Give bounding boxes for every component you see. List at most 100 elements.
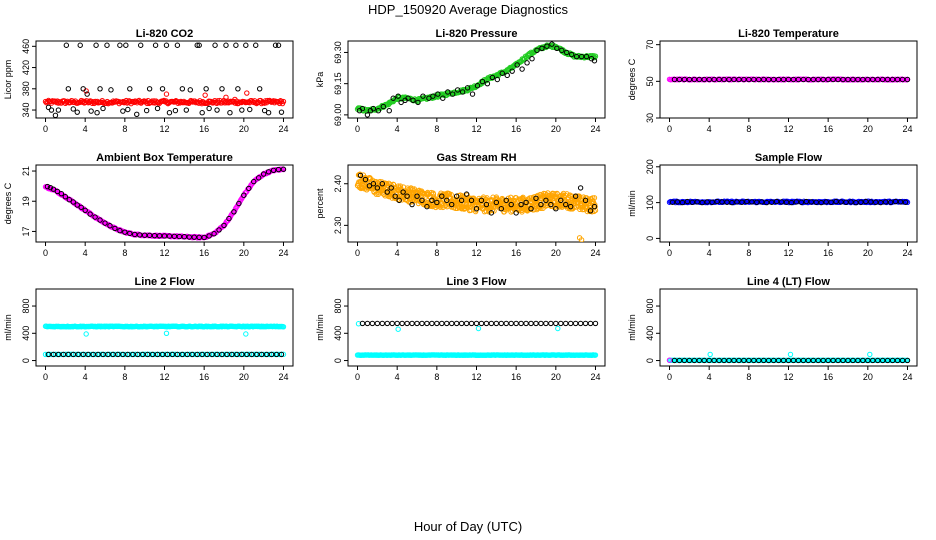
y-tick-label: 800	[333, 299, 343, 314]
data-point	[50, 186, 57, 192]
panel-3: Li-820 Temperature 0 4 8 12 16 20 24 30 50 70 degre…	[627, 28, 918, 134]
data-point	[850, 76, 856, 83]
data-point	[671, 76, 678, 83]
data-point	[366, 183, 373, 189]
data-point	[696, 357, 702, 364]
data-point	[513, 210, 519, 216]
data-point	[100, 351, 106, 358]
data-point	[219, 86, 225, 92]
data-point	[235, 86, 241, 92]
x-tick-label: 20	[551, 124, 561, 134]
data-point	[426, 95, 432, 101]
data-point	[761, 76, 767, 83]
data-point	[94, 109, 100, 116]
y-tick-label: 200	[645, 159, 655, 174]
data-point	[553, 320, 559, 327]
data-point	[280, 324, 287, 330]
data-point	[203, 86, 209, 92]
data-point	[707, 351, 713, 358]
x-tick-label: 12	[471, 124, 481, 134]
data-point	[583, 53, 590, 60]
data-point	[669, 199, 676, 205]
data-point	[808, 199, 815, 205]
data-point	[253, 42, 259, 48]
data-point	[828, 199, 834, 205]
data-point	[468, 320, 475, 327]
data-point	[379, 181, 386, 187]
data-point	[419, 320, 425, 327]
data-point	[559, 47, 565, 54]
data-point	[848, 199, 854, 205]
data-point	[204, 351, 210, 358]
data-point	[840, 357, 846, 364]
x-tick-label: 0	[43, 248, 48, 258]
data-point	[247, 106, 253, 113]
data-point	[395, 326, 401, 332]
data-point	[384, 189, 390, 195]
x-tick-label: 24	[590, 248, 600, 258]
data-point	[892, 198, 899, 205]
data-point	[803, 198, 810, 205]
data-point	[154, 105, 161, 112]
x-tick-label: 12	[471, 248, 481, 258]
data-point	[364, 320, 371, 327]
y-axis-label: percent	[315, 188, 325, 219]
data-point	[256, 86, 263, 92]
panel-title: Line 3 Flow	[447, 276, 507, 288]
data-point	[373, 191, 379, 197]
data-layer	[666, 351, 911, 364]
data-point	[591, 195, 598, 201]
data-point	[674, 199, 681, 205]
data-point	[870, 357, 876, 364]
data-point	[833, 198, 839, 205]
data-point	[414, 320, 420, 327]
data-point	[93, 42, 99, 48]
data-point	[554, 45, 560, 51]
data-point	[523, 199, 529, 206]
data-point	[183, 107, 190, 113]
data-point	[389, 320, 395, 327]
x-tick-label: 12	[783, 372, 793, 382]
panel-title: Line 4 (LT) Flow	[747, 276, 830, 288]
data-point	[424, 320, 430, 327]
data-point	[865, 357, 871, 364]
y-tick-label: 69.15	[333, 72, 343, 95]
y-tick-label: 400	[21, 326, 31, 341]
data-point	[214, 107, 220, 113]
data-point	[591, 58, 598, 64]
y-axis-label: degrees C	[3, 182, 13, 224]
data-point	[115, 351, 121, 358]
data-point	[388, 185, 394, 191]
data-point	[503, 197, 509, 204]
data-point	[706, 357, 712, 364]
data-point	[112, 225, 118, 232]
data-point	[251, 178, 257, 185]
data-point	[838, 199, 844, 205]
data-point	[577, 185, 584, 191]
data-point	[749, 199, 755, 205]
data-point	[394, 320, 400, 327]
data-point	[671, 357, 678, 364]
data-point	[681, 357, 688, 364]
data-point	[494, 76, 501, 83]
data-point	[196, 234, 202, 241]
data-point	[739, 199, 745, 205]
data-point	[84, 91, 90, 97]
x-tick-label: 0	[667, 248, 672, 258]
data-point	[272, 42, 279, 48]
series-black	[45, 42, 285, 118]
data-point	[775, 76, 782, 83]
data-point	[711, 357, 717, 364]
data-point	[444, 320, 450, 327]
data-point	[359, 320, 366, 327]
data-point	[493, 199, 500, 206]
data-point	[694, 199, 700, 205]
data-point	[689, 199, 696, 205]
x-tick-label: 8	[434, 372, 439, 382]
data-point	[374, 185, 381, 191]
panel-title: Li-820 CO2	[136, 28, 193, 40]
data-point	[894, 357, 901, 364]
data-point	[144, 351, 151, 358]
data-point	[380, 103, 386, 110]
data-point	[420, 93, 426, 99]
